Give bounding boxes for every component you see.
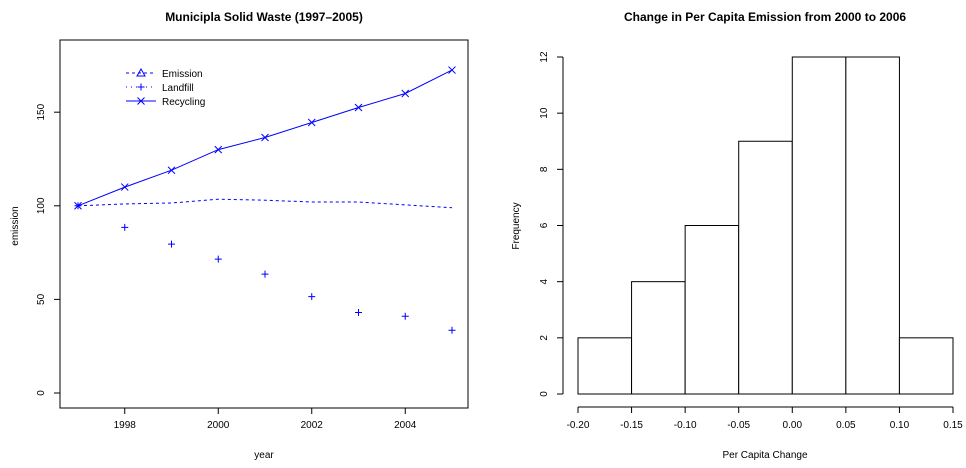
legend-recycling-label: Recycling bbox=[162, 97, 205, 108]
x-axis-label: Per Capita Change bbox=[722, 450, 807, 461]
landfill-point bbox=[401, 312, 409, 320]
x-tick-label: -0.15 bbox=[620, 420, 643, 431]
recycling-point bbox=[354, 103, 363, 112]
recycling-point bbox=[261, 133, 269, 142]
histogram-bar bbox=[577, 337, 633, 395]
x-tick-label: 2000 bbox=[207, 420, 230, 431]
x-tick-label: -0.10 bbox=[674, 420, 697, 431]
y-axis-label: emission bbox=[10, 206, 21, 245]
y-tick-label: 8 bbox=[539, 166, 550, 172]
y-tick-label: 4 bbox=[539, 278, 550, 284]
axes: 1998 2000 2002 2004 0 50 100 150 bbox=[36, 103, 417, 431]
x-tick-label: 2004 bbox=[394, 420, 417, 431]
x-tick-label: -0.05 bbox=[727, 420, 750, 431]
legend-recycling-marker bbox=[137, 97, 145, 105]
landfill-point bbox=[355, 309, 362, 316]
landfill-point bbox=[261, 270, 269, 278]
x-tick-label: 2002 bbox=[301, 420, 324, 431]
axes: -0.20 -0.15 -0.10 -0.05 0.00 0.05 0.10 0.15 0 2 4 6… bbox=[539, 51, 963, 431]
chart-title: Change in Per Capita Emission from 2000 … bbox=[624, 10, 906, 24]
landfill-point bbox=[308, 293, 316, 301]
y-tick-label: 10 bbox=[539, 107, 550, 119]
x-tick-label: -0.20 bbox=[567, 420, 590, 431]
legend-landfill-label: Landfill bbox=[162, 83, 194, 94]
legend-emission-label: Emission bbox=[162, 69, 203, 80]
landfill-point bbox=[214, 255, 222, 263]
histogram-bar bbox=[631, 281, 686, 395]
data-marks bbox=[74, 66, 456, 334]
landfill-point bbox=[121, 223, 129, 231]
y-tick-label: 50 bbox=[36, 293, 47, 305]
x-tick-label: 0.15 bbox=[943, 420, 963, 431]
x-tick-label: 0.05 bbox=[836, 420, 856, 431]
landfill-point bbox=[448, 326, 456, 334]
x-tick-label: 0.00 bbox=[783, 420, 803, 431]
x-axis-label: year bbox=[254, 450, 274, 461]
y-tick-label: 12 bbox=[539, 51, 550, 63]
y-tick-label: 150 bbox=[36, 103, 47, 120]
y-tick-label: 2 bbox=[539, 335, 550, 341]
x-tick-label: 0.10 bbox=[890, 420, 910, 431]
histogram-bar bbox=[738, 140, 793, 395]
line-chart-municipal-waste: Municipla Solid Waste (1997–2005) year e… bbox=[10, 10, 469, 461]
recycling-point bbox=[120, 183, 129, 191]
histogram-per-capita-change: Change in Per Capita Emission from 2000 … bbox=[511, 10, 963, 461]
y-tick-label: 0 bbox=[36, 390, 47, 396]
recycling-point bbox=[401, 89, 410, 98]
y-tick-label: 6 bbox=[539, 222, 550, 228]
landfill-point bbox=[168, 240, 175, 248]
y-axis-label: Frequency bbox=[511, 202, 522, 249]
recycling-point bbox=[307, 118, 316, 127]
legend: Emission Landfill Recycling bbox=[126, 67, 205, 108]
recycling-point bbox=[448, 66, 456, 74]
y-tick-label: 100 bbox=[36, 197, 47, 214]
recycling-point bbox=[74, 201, 82, 210]
emission-series-line bbox=[77, 198, 453, 209]
chart-title: Municipla Solid Waste (1997–2005) bbox=[165, 10, 363, 24]
legend-landfill-marker bbox=[137, 83, 145, 91]
recycling-point bbox=[167, 166, 176, 175]
histogram-bar bbox=[684, 225, 740, 395]
histogram-bar bbox=[845, 56, 900, 395]
histogram-bars bbox=[577, 56, 954, 395]
legend-emission-marker bbox=[136, 67, 146, 77]
x-tick-label: 1998 bbox=[114, 420, 137, 431]
y-tick-label: 0 bbox=[539, 391, 550, 397]
recycling-point bbox=[214, 145, 223, 154]
histogram-bar bbox=[898, 337, 954, 395]
histogram-bar bbox=[791, 56, 847, 395]
